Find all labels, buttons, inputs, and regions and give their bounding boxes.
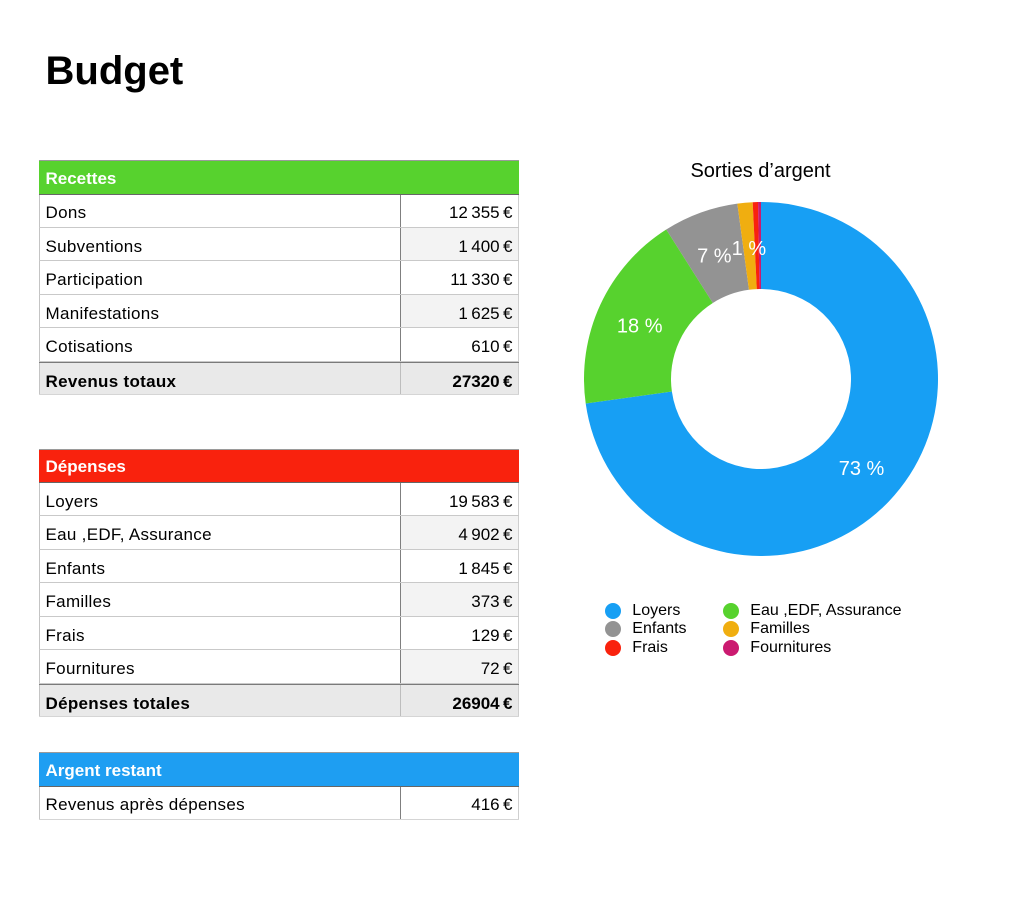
svg-text:18 %: 18 % [617,316,663,338]
svg-text:73 %: 73 % [839,458,885,480]
svg-text:1 %: 1 % [732,238,767,260]
svg-text:7 %: 7 % [697,246,732,268]
